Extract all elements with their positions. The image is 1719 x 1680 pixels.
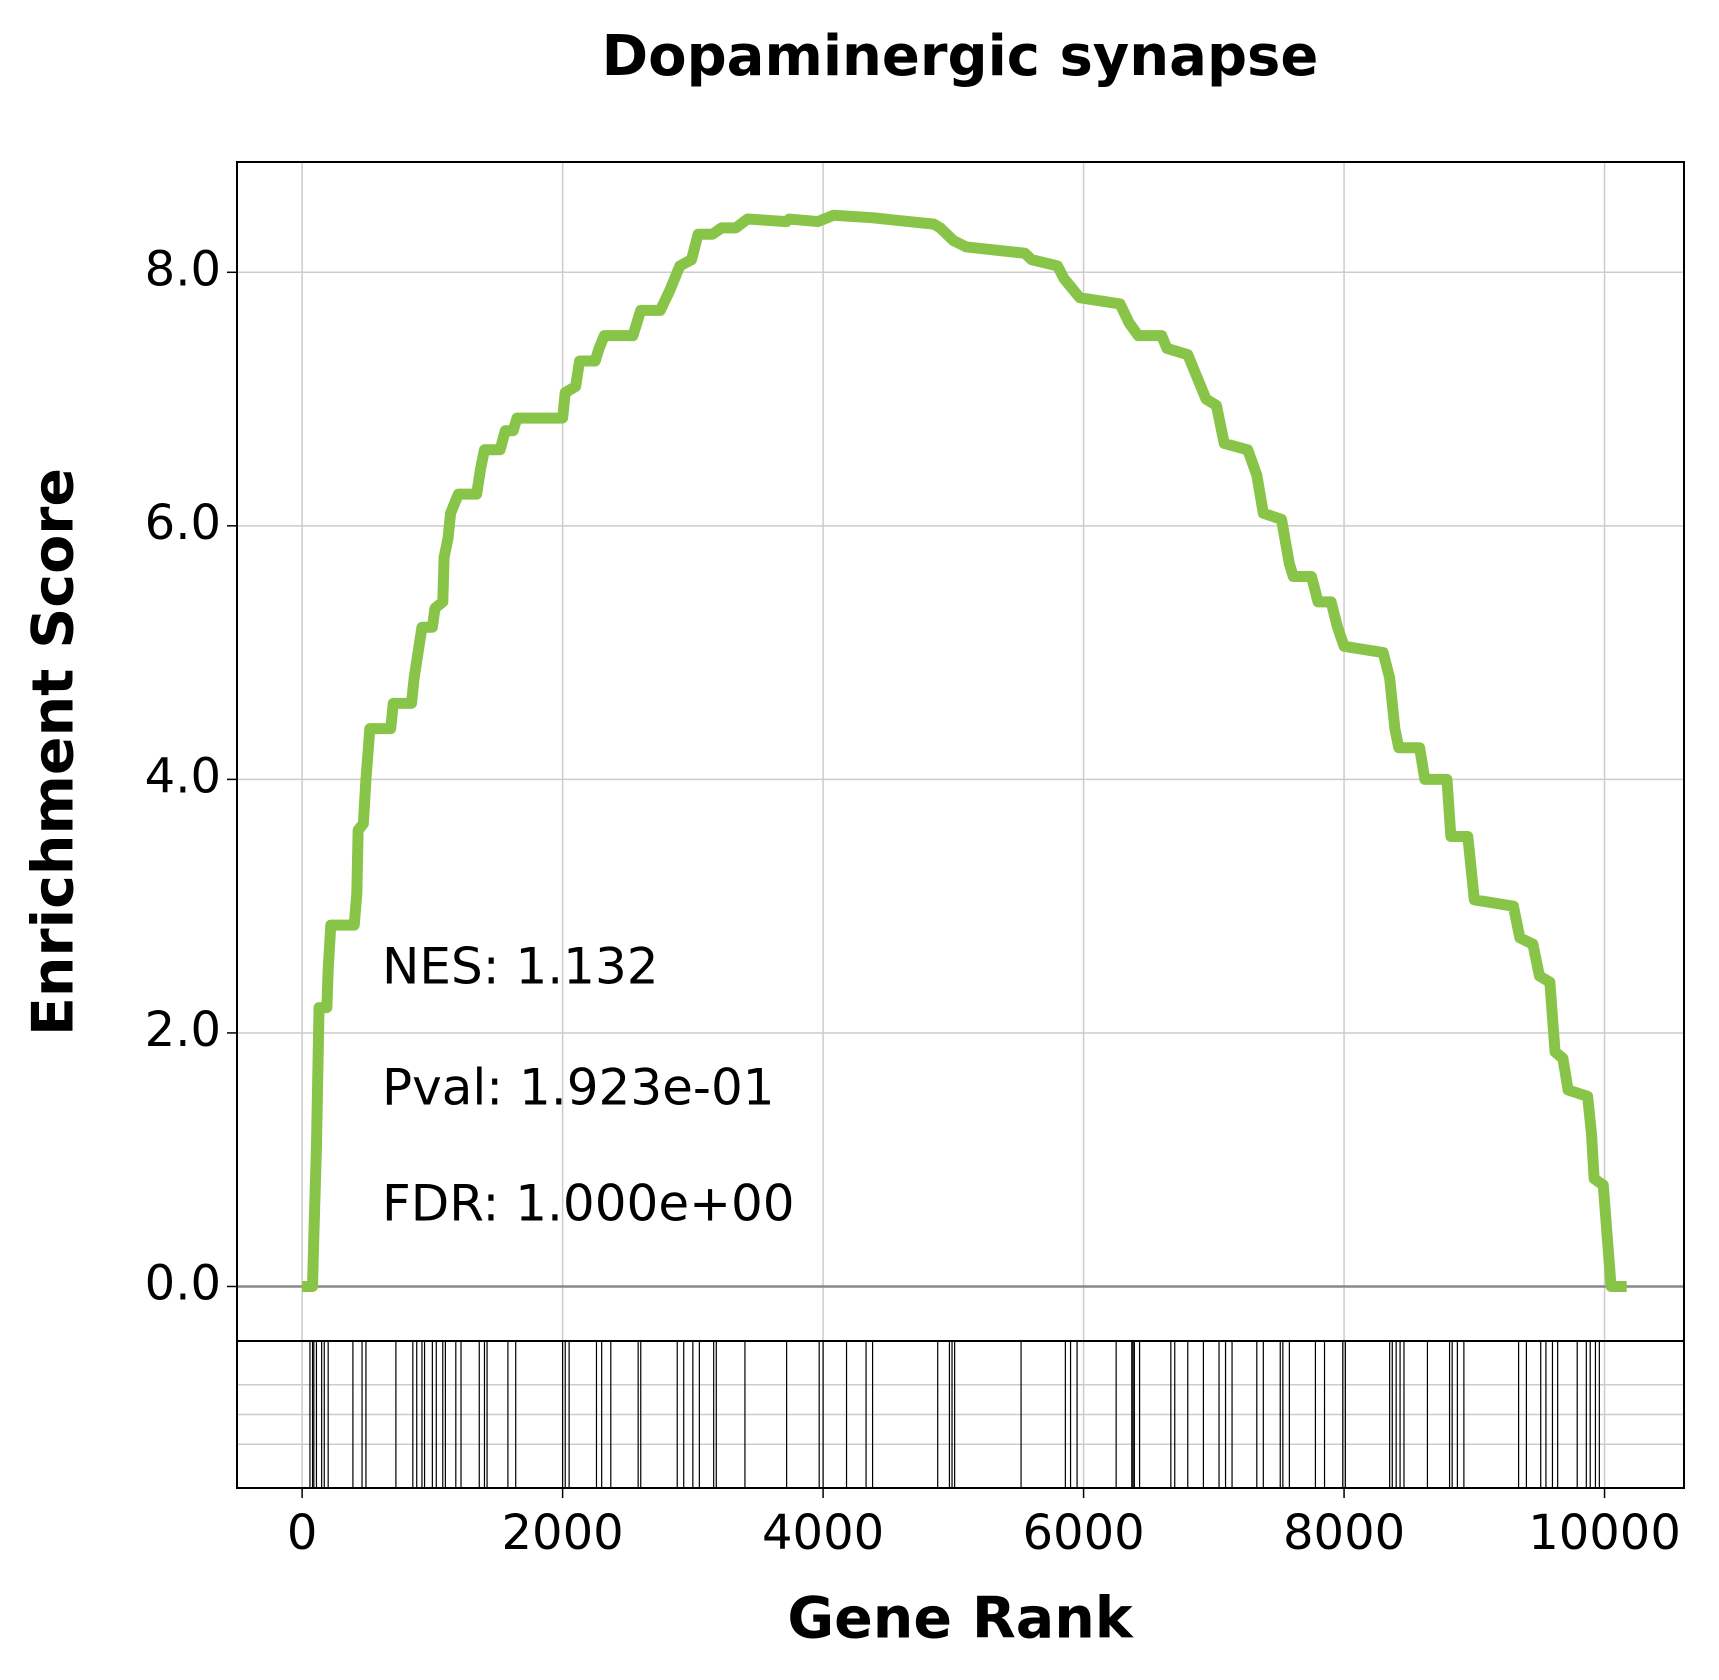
y-tick-label: 0.0 (145, 1255, 221, 1311)
x-tick-label: 2000 (502, 1505, 624, 1561)
x-tick-label: 8000 (1283, 1505, 1405, 1561)
y-tick-label: 4.0 (145, 748, 221, 804)
hit-frame (236, 1340, 1685, 1489)
plot-frame (236, 161, 1685, 1342)
chart-title: Dopaminergic synapse (602, 24, 1319, 89)
x-tick-label: 0 (287, 1505, 318, 1561)
y-axis-label: Enrichment Score (21, 468, 87, 1036)
x-tick-label: 10000 (1528, 1505, 1681, 1561)
annotation: NES: 1.132 (382, 938, 659, 996)
y-tick-label: 6.0 (145, 495, 221, 551)
x-tick-label: 6000 (1023, 1505, 1145, 1561)
x-tick-label: 4000 (762, 1505, 884, 1561)
x-axis-label: Gene Rank (787, 1586, 1133, 1652)
es-line (302, 209, 1627, 1292)
y-tick-label: 8.0 (145, 241, 221, 297)
annotation: Pval: 1.923e-01 (382, 1059, 775, 1117)
y-tick-label: 2.0 (145, 1002, 221, 1058)
annotation: FDR: 1.000e+00 (382, 1175, 795, 1233)
